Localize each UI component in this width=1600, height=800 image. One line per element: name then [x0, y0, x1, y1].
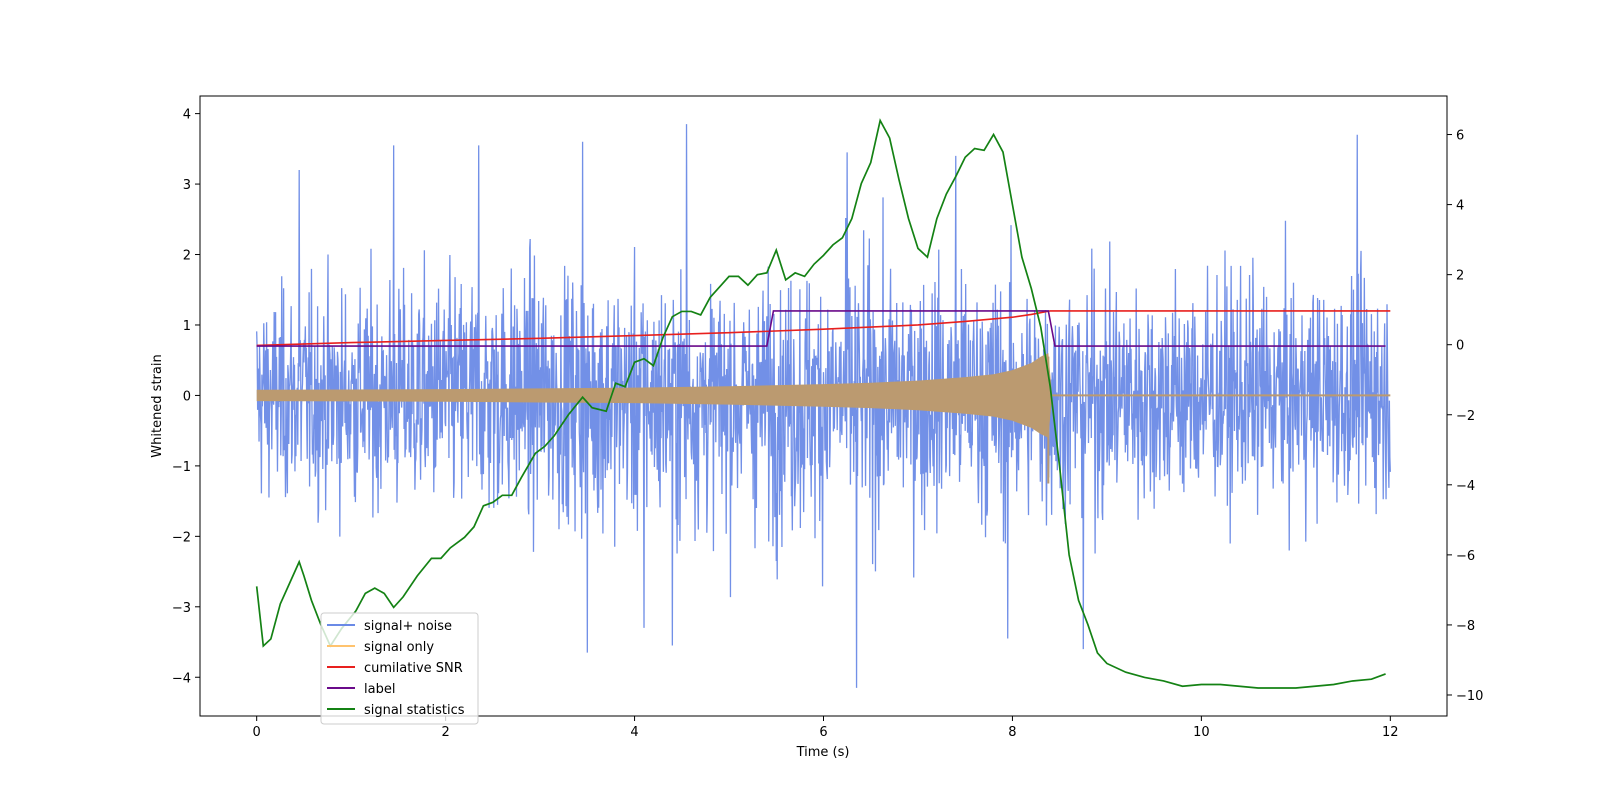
series-layer	[255, 118, 1391, 689]
legend-label-label: label	[364, 682, 395, 697]
y2-tick-label: 0	[1456, 339, 1464, 354]
y2-tick-label: −10	[1456, 689, 1483, 704]
y2-tick-label: −6	[1456, 549, 1475, 564]
x-tick-label: 2	[441, 725, 449, 740]
y2-tick-label: −2	[1456, 409, 1475, 424]
y-tick-label: 0	[183, 389, 191, 404]
legend-box	[320, 612, 479, 725]
y2-tick-label: −4	[1456, 479, 1475, 494]
y-tick-label: −2	[172, 530, 191, 545]
series-signal-only-band	[256, 353, 1391, 438]
y2-tick-label: 2	[1456, 269, 1464, 284]
legend: signal+ noise signal only cumilative SNR…	[320, 612, 479, 725]
x-tick-label: 10	[1193, 725, 1210, 740]
legend-label-stats: signal statistics	[364, 703, 465, 718]
y-tick-label: −1	[172, 460, 191, 475]
y2-tick-label: −8	[1456, 619, 1475, 634]
series-cumulative-snr-line	[256, 310, 1391, 347]
series-signal-statistics-line	[255, 118, 1386, 689]
y-tick-label: −4	[172, 671, 191, 686]
legend-label-signal: signal only	[364, 640, 434, 655]
y-tick-label: 2	[183, 249, 191, 264]
x-tick-label: 12	[1382, 725, 1399, 740]
x-tick-label: 0	[253, 725, 261, 740]
x-tick-label: 4	[630, 725, 638, 740]
y2-tick-label: 4	[1456, 199, 1464, 214]
legend-label-snr: cumilative SNR	[364, 661, 463, 676]
y-tick-label: 3	[183, 178, 191, 193]
x-tick-label: 6	[819, 725, 827, 740]
legend-label-noise: signal+ noise	[364, 619, 452, 634]
series-signal-noise-line	[256, 124, 1391, 688]
x-tick-label: 8	[1008, 725, 1016, 740]
y2-tick-label: 6	[1456, 129, 1464, 144]
y-tick-label: 4	[183, 108, 191, 123]
y-tick-label: 1	[183, 319, 191, 334]
y-tick-label: −3	[172, 601, 191, 616]
x-axis-title: Time (s)	[796, 745, 850, 760]
series-label-line	[256, 310, 1386, 347]
y-axis-title: Whitened strain	[150, 354, 165, 457]
